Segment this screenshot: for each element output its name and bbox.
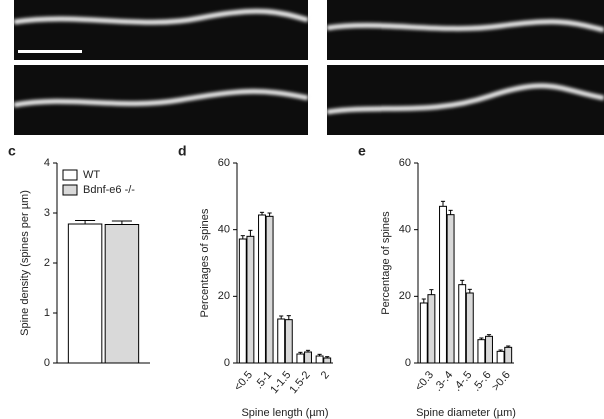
y-tick-label: 20 [399,290,411,302]
bar [258,214,266,364]
bar [504,346,513,364]
bar [419,302,428,364]
y-tick-label: 40 [399,224,411,236]
x-tick-label: 1-1.5 [268,369,293,396]
y-tick-label: 20 [218,290,230,302]
x-tick-label: <0.3 [413,369,436,393]
x-tick-label: .3-.4 [432,369,455,394]
y-tick-label: 0 [405,357,411,369]
bar [304,351,312,364]
x-tick-label: 1.5-2 [287,369,312,396]
bar [67,223,103,364]
bar [238,238,247,364]
x-axis-label: Spine length (µm) [241,407,328,419]
dendrite [13,88,309,108]
y-tick-label: 4 [44,157,50,169]
bar [458,284,467,364]
panel-label: d [178,143,187,159]
panel-label: e [358,143,366,159]
bar [323,357,332,364]
micrograph [327,65,604,135]
y-tick-label: 60 [218,157,230,169]
bar [496,350,505,364]
dendrite [326,19,604,33]
y-tick-label: 0 [44,357,50,369]
legend-label: Bdnf-e6 -/- [83,184,135,196]
bar [465,292,474,364]
bar [427,294,436,364]
bar [485,335,493,364]
legend-swatch [62,169,78,181]
x-tick-label: >0.6 [490,369,513,393]
y-tick-label: 2 [44,257,50,269]
bar [439,205,447,364]
bar [477,339,486,364]
legend-swatch [62,184,78,196]
bar [104,224,140,364]
bar [446,214,455,364]
y-tick-label: 3 [44,207,50,219]
dendrites [13,8,604,115]
y-axis-label: Spine density (spines per µm) [19,190,31,336]
legend-label: WT [83,169,100,181]
dendrite [326,83,604,115]
y-tick-label: 40 [218,224,230,236]
bar [296,353,305,364]
x-tick-label: <0.5 [232,369,255,393]
y-axis-label: Percentage of spines [380,211,392,315]
x-axis-label: Spine diameter (µm) [416,407,516,419]
micrographs [13,0,604,135]
bar [277,318,286,364]
x-tick-label: .5-.6 [470,369,493,394]
y-axis-label: Percentages of spines [199,208,211,317]
dendrite [13,8,309,25]
bar [284,319,293,364]
y-tick-label: 1 [44,307,50,319]
x-tick-label: .4-.5 [451,369,474,394]
bar [265,215,274,364]
bar [315,355,324,364]
y-tick-label: 0 [224,357,230,369]
y-tick-label: 60 [399,157,411,169]
panel-label: c [8,143,16,159]
scale-bar [18,50,82,53]
bar [246,235,255,364]
x-tick-label: 2 [319,369,332,381]
